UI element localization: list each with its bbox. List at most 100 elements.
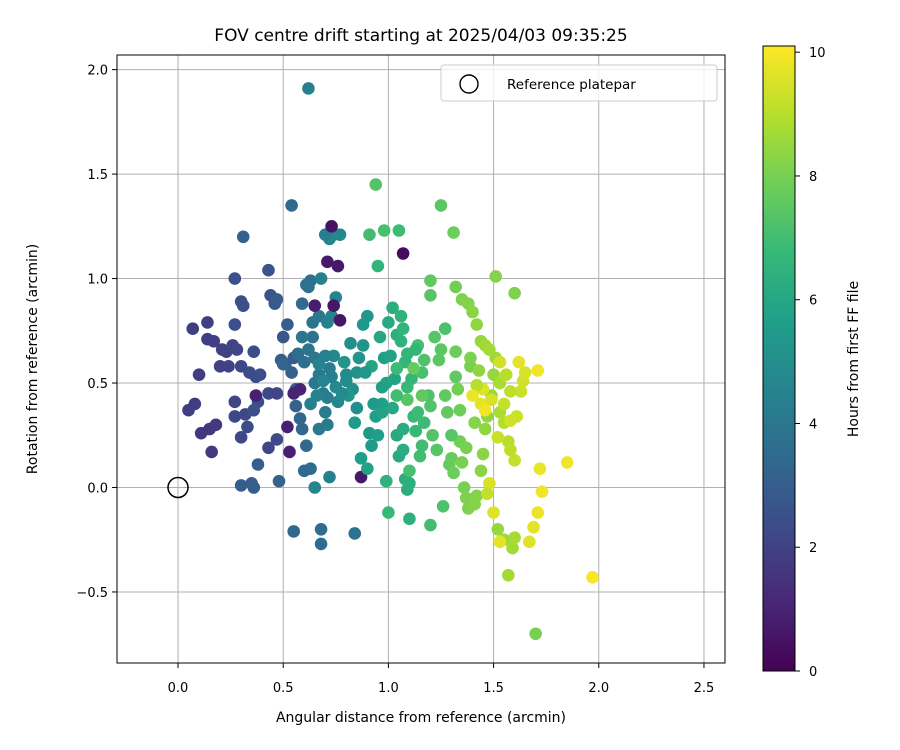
data-point <box>529 627 542 641</box>
data-point <box>382 506 395 519</box>
data-point <box>333 228 347 241</box>
reference-point <box>167 476 189 499</box>
data-point <box>379 474 393 488</box>
data-point <box>285 366 298 379</box>
data-point <box>432 353 446 367</box>
data-point <box>295 422 309 436</box>
data-point <box>447 226 460 239</box>
data-point <box>586 571 599 584</box>
data-point <box>409 343 423 356</box>
chart-title: FOV centre drift starting at 2025/04/03 … <box>214 26 627 46</box>
data-point <box>403 512 416 526</box>
data-point <box>377 224 391 237</box>
data-point <box>236 230 250 244</box>
data-point <box>401 393 414 407</box>
data-point <box>384 349 397 363</box>
data-point <box>531 364 545 377</box>
data-point <box>386 401 399 415</box>
data-point <box>329 380 343 394</box>
y-axis-label: Rotation from reference (arcmin) <box>25 244 41 474</box>
data-point <box>502 568 515 582</box>
data-point <box>276 330 290 344</box>
data-point <box>373 330 387 344</box>
data-point <box>182 403 195 417</box>
data-point <box>449 280 463 294</box>
data-point <box>186 322 200 336</box>
data-point <box>361 462 374 475</box>
data-point <box>451 382 465 396</box>
data-point <box>331 259 345 273</box>
data-point <box>485 393 498 407</box>
data-point <box>413 449 427 463</box>
y-tick-label: −0.5 <box>76 586 108 601</box>
data-point <box>382 316 395 329</box>
data-point <box>228 410 242 423</box>
data-point <box>306 330 319 344</box>
data-point <box>508 454 521 467</box>
data-point <box>302 343 315 356</box>
data-point <box>396 322 410 336</box>
y-tick-label: 2.0 <box>87 64 108 79</box>
data-point <box>466 389 479 402</box>
data-point <box>350 401 364 415</box>
data-point <box>403 477 416 490</box>
data-point <box>430 443 444 457</box>
data-point <box>390 362 404 375</box>
data-point <box>453 403 467 417</box>
data-point <box>247 345 261 358</box>
data-point <box>281 318 294 331</box>
legend-box <box>440 64 718 102</box>
data-point <box>424 288 437 302</box>
data-point <box>499 368 513 381</box>
data-point <box>247 403 261 417</box>
data-point <box>506 541 519 555</box>
data-point <box>321 418 334 432</box>
data-point <box>483 343 496 356</box>
data-point <box>228 395 242 409</box>
data-point <box>321 255 334 269</box>
data-point <box>365 439 378 453</box>
data-point <box>375 380 389 394</box>
data-point <box>396 443 410 457</box>
x-axis-ticks: 0.0 0.5 1.0 1.5 2.0 2.5 <box>168 663 714 696</box>
data-point <box>333 314 347 327</box>
data-point <box>354 451 368 465</box>
data-point <box>363 228 376 241</box>
data-point <box>470 489 484 503</box>
data-point <box>436 499 450 513</box>
data-point <box>371 259 385 273</box>
data-point <box>270 293 284 306</box>
data-point <box>493 535 507 549</box>
data-point <box>560 456 574 469</box>
data-point <box>369 178 383 191</box>
colorbar-tick-label: 6 <box>809 294 817 309</box>
data-point <box>449 345 463 358</box>
data-point <box>304 462 317 475</box>
data-point <box>314 522 328 536</box>
data-point <box>228 272 242 285</box>
data-point <box>287 525 301 538</box>
grid-lines <box>117 55 725 663</box>
data-point <box>293 412 307 425</box>
data-point <box>236 299 250 313</box>
data-point <box>415 389 429 402</box>
data-point <box>314 272 328 285</box>
data-point <box>447 466 460 480</box>
data-point <box>270 387 284 400</box>
data-point <box>262 441 275 455</box>
data-point <box>348 527 362 540</box>
data-point <box>483 477 496 490</box>
data-point <box>512 355 526 369</box>
data-point <box>318 405 332 419</box>
legend: Reference platepar <box>440 64 718 102</box>
data-point <box>466 305 479 319</box>
data-point <box>361 309 374 323</box>
data-point <box>356 339 370 352</box>
data-point <box>468 416 481 430</box>
data-point <box>230 343 244 356</box>
data-point <box>434 199 448 212</box>
data-point <box>464 351 477 365</box>
data-point <box>514 385 528 398</box>
data-point <box>424 274 437 287</box>
